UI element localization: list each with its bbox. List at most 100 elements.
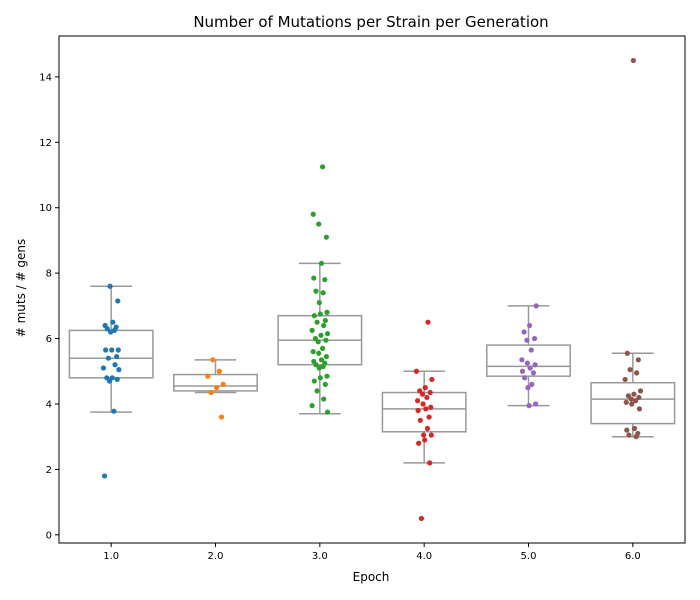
data-point [532, 362, 538, 368]
data-point [324, 373, 330, 379]
iqr-box [173, 373, 258, 392]
box-group-4.0 [381, 319, 467, 522]
y-tick-label: 10 [39, 203, 52, 214]
data-point [323, 337, 329, 343]
data-point [309, 327, 315, 333]
data-point [636, 394, 642, 401]
data-point [317, 375, 323, 381]
data-point [624, 350, 630, 356]
data-point [635, 430, 641, 437]
data-point [426, 414, 432, 420]
data-point [324, 309, 330, 315]
data-point [111, 408, 117, 414]
y-tick-label: 12 [39, 138, 52, 149]
data-point [110, 319, 116, 325]
data-point [324, 409, 331, 415]
box-group-2.0 [173, 357, 258, 420]
data-point [634, 370, 640, 376]
iqr-box [381, 391, 467, 433]
data-point [313, 288, 319, 294]
data-point [417, 417, 423, 423]
iqr-box [590, 381, 676, 425]
data-point [526, 403, 532, 409]
data-point [425, 319, 431, 325]
data-point [319, 345, 326, 351]
data-point [309, 403, 315, 409]
data-point [115, 298, 121, 304]
y-tick-label: 0 [46, 530, 52, 541]
y-tick-label: 8 [46, 269, 52, 280]
x-tick-label: 3.0 [312, 551, 328, 562]
data-point [109, 347, 115, 353]
data-point [208, 389, 214, 396]
data-point [622, 376, 628, 383]
data-point [311, 358, 317, 365]
data-point [210, 357, 216, 363]
data-point [429, 376, 435, 383]
data-point [324, 331, 331, 337]
box-group-1.0 [68, 283, 154, 479]
data-point [420, 401, 426, 407]
data-point [322, 381, 328, 387]
data-point [311, 378, 317, 384]
data-point [631, 391, 637, 397]
data-point [421, 432, 427, 438]
axes: 0 2 4 6 8 10 12 14 1.0 2.0 3.0 4.0 5.0 6.0 [39, 35, 686, 562]
data-point [314, 319, 320, 325]
y-tick-label: 2 [46, 465, 52, 476]
data-point [422, 437, 428, 443]
data-point [624, 427, 630, 433]
data-point [311, 313, 317, 319]
data-point [316, 350, 322, 356]
data-point [524, 337, 530, 343]
data-point [626, 432, 632, 438]
plot-frame [58, 35, 686, 544]
data-point [631, 425, 638, 432]
data-point [530, 370, 537, 376]
data-point [427, 460, 433, 466]
data-point [322, 360, 328, 366]
data-point [528, 347, 534, 353]
data-point [533, 303, 539, 309]
data-point [316, 221, 322, 227]
data-point [415, 407, 421, 414]
data-point [321, 396, 327, 402]
data-point [317, 311, 323, 317]
data-point [418, 515, 425, 522]
data-point [105, 355, 112, 361]
data-point [103, 347, 109, 353]
data-point [314, 388, 320, 394]
data-point [310, 349, 316, 355]
data-point [524, 360, 531, 366]
x-tick-label: 6.0 [625, 551, 641, 562]
data-point [322, 277, 328, 283]
data-point [319, 164, 326, 170]
data-point [112, 362, 118, 368]
data-point [627, 367, 633, 373]
data-point [116, 367, 122, 373]
data-point [625, 393, 632, 399]
x-tick-label: 1.0 [103, 551, 119, 562]
data-point [637, 388, 644, 394]
data-point [322, 317, 328, 324]
data-point [100, 365, 107, 371]
data-point [427, 389, 433, 396]
data-point [318, 260, 325, 266]
x-axis-label: Epoch [353, 570, 390, 584]
data-point [312, 335, 319, 342]
data-point [632, 398, 639, 404]
data-point [417, 388, 423, 394]
data-point [623, 399, 629, 405]
y-axis-label: # muts / # gens [14, 239, 28, 338]
x-tick-label: 2.0 [208, 551, 224, 562]
data-point [527, 365, 533, 371]
data-point [428, 432, 434, 438]
y-tick-label: 4 [46, 399, 52, 410]
data-point [104, 375, 110, 381]
data-point [525, 385, 531, 391]
data-point [519, 368, 526, 374]
data-point [522, 375, 528, 381]
data-point [533, 401, 539, 407]
data-point [115, 347, 121, 353]
